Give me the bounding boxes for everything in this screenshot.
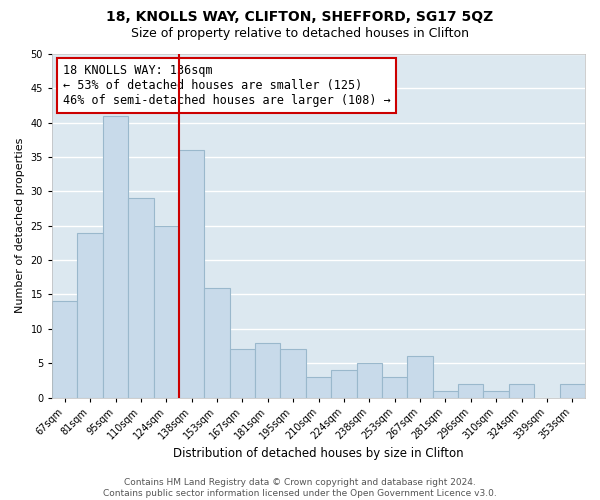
Bar bbox=[77, 232, 103, 398]
Text: Size of property relative to detached houses in Clifton: Size of property relative to detached ho… bbox=[131, 28, 469, 40]
Bar bbox=[103, 116, 128, 398]
Bar bbox=[433, 390, 458, 398]
Bar bbox=[52, 302, 77, 398]
Bar bbox=[356, 363, 382, 398]
Bar bbox=[560, 384, 585, 398]
Bar bbox=[458, 384, 484, 398]
Bar bbox=[407, 356, 433, 398]
Bar bbox=[205, 288, 230, 398]
Bar bbox=[484, 390, 509, 398]
Bar bbox=[280, 350, 306, 398]
Bar bbox=[509, 384, 534, 398]
Bar bbox=[179, 150, 205, 398]
Bar bbox=[306, 377, 331, 398]
Text: Contains HM Land Registry data © Crown copyright and database right 2024.
Contai: Contains HM Land Registry data © Crown c… bbox=[103, 478, 497, 498]
Bar bbox=[154, 226, 179, 398]
Y-axis label: Number of detached properties: Number of detached properties bbox=[15, 138, 25, 314]
Bar bbox=[331, 370, 356, 398]
Bar bbox=[255, 342, 280, 398]
Bar bbox=[230, 350, 255, 398]
Bar bbox=[128, 198, 154, 398]
Bar bbox=[382, 377, 407, 398]
Text: 18, KNOLLS WAY, CLIFTON, SHEFFORD, SG17 5QZ: 18, KNOLLS WAY, CLIFTON, SHEFFORD, SG17 … bbox=[106, 10, 494, 24]
X-axis label: Distribution of detached houses by size in Clifton: Distribution of detached houses by size … bbox=[173, 447, 464, 460]
Text: 18 KNOLLS WAY: 136sqm
← 53% of detached houses are smaller (125)
46% of semi-det: 18 KNOLLS WAY: 136sqm ← 53% of detached … bbox=[63, 64, 391, 108]
